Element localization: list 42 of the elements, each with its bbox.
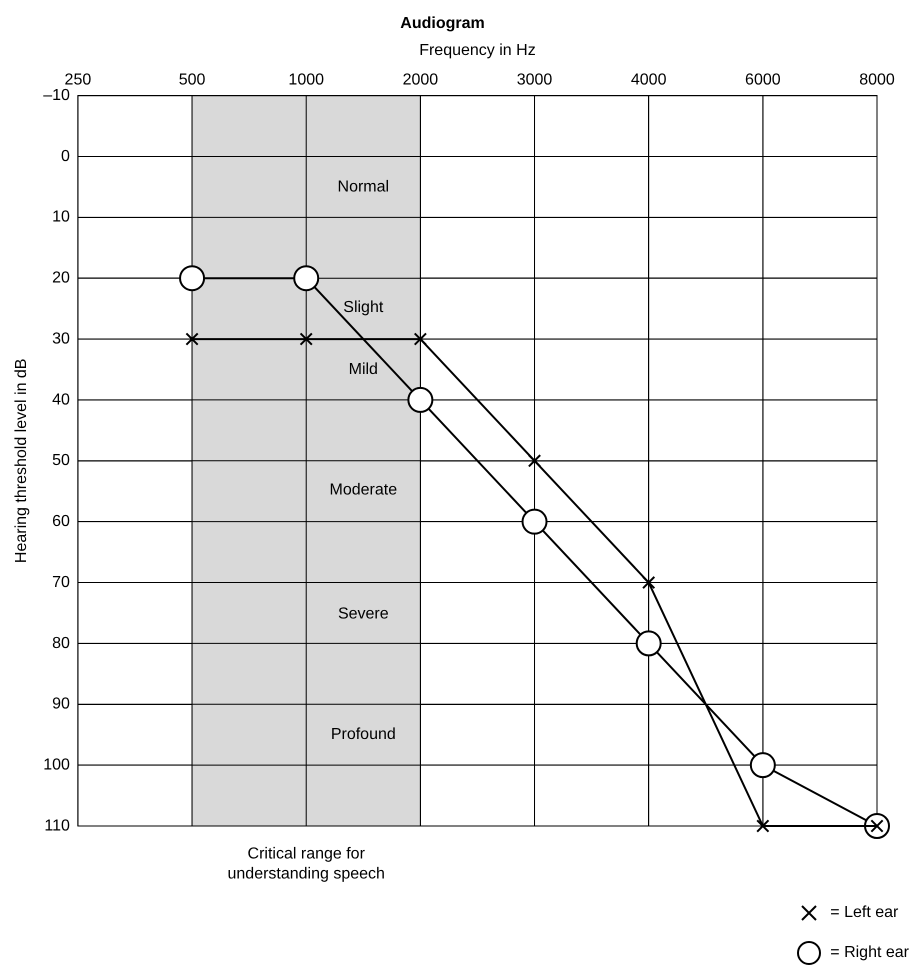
- band-label: Critical range for understanding speech: [227, 845, 385, 882]
- point: [642, 576, 656, 590]
- x-tick-label: 1000: [288, 71, 324, 88]
- point: [414, 332, 428, 346]
- annotation: Slight: [343, 298, 384, 316]
- y-tick-label: 100: [43, 756, 70, 774]
- y-tick-label: 70: [52, 574, 70, 591]
- y-tick-label: 40: [52, 391, 70, 408]
- y-tick-label: –10: [43, 87, 70, 104]
- y-axis-title: Hearing threshold level in dB: [13, 358, 30, 564]
- y-tick-label: 30: [52, 330, 70, 348]
- point: [528, 454, 542, 468]
- point: [407, 386, 434, 413]
- x-tick-label: 6000: [745, 71, 781, 88]
- y-tick-label: 20: [52, 270, 70, 287]
- x-tick-label: 2000: [402, 71, 438, 88]
- point: [300, 332, 313, 346]
- x-tick-label: 3000: [516, 71, 552, 88]
- annotation: Mild: [348, 360, 378, 378]
- x-axis-title: Frequency in Hz: [419, 42, 536, 60]
- legend-label: = Right ear: [830, 944, 909, 962]
- annotation: Profound: [330, 726, 396, 744]
- x-tick-label: 8000: [859, 71, 895, 88]
- y-tick-label: 50: [52, 452, 70, 470]
- y-tick-label: 80: [52, 634, 70, 652]
- point: [185, 332, 199, 346]
- legend-label: = Left ear: [830, 904, 898, 922]
- point: [293, 265, 320, 292]
- annotation: Severe: [338, 606, 389, 623]
- y-tick-label: 60: [52, 513, 70, 530]
- x-tick-label: 4000: [630, 71, 667, 88]
- y-tick-label: 110: [44, 817, 70, 834]
- point: [756, 819, 770, 833]
- y-tick-label: 0: [60, 148, 70, 165]
- x-tick-label: 500: [178, 71, 206, 88]
- y-tick-label: 10: [52, 208, 70, 226]
- y-tick-label: 90: [52, 696, 70, 713]
- annotation: Moderate: [329, 481, 398, 498]
- chart-title: Audiogram: [400, 15, 485, 32]
- point: [179, 265, 206, 292]
- x-tick-label: 250: [64, 71, 92, 88]
- annotation: Normal: [338, 178, 390, 196]
